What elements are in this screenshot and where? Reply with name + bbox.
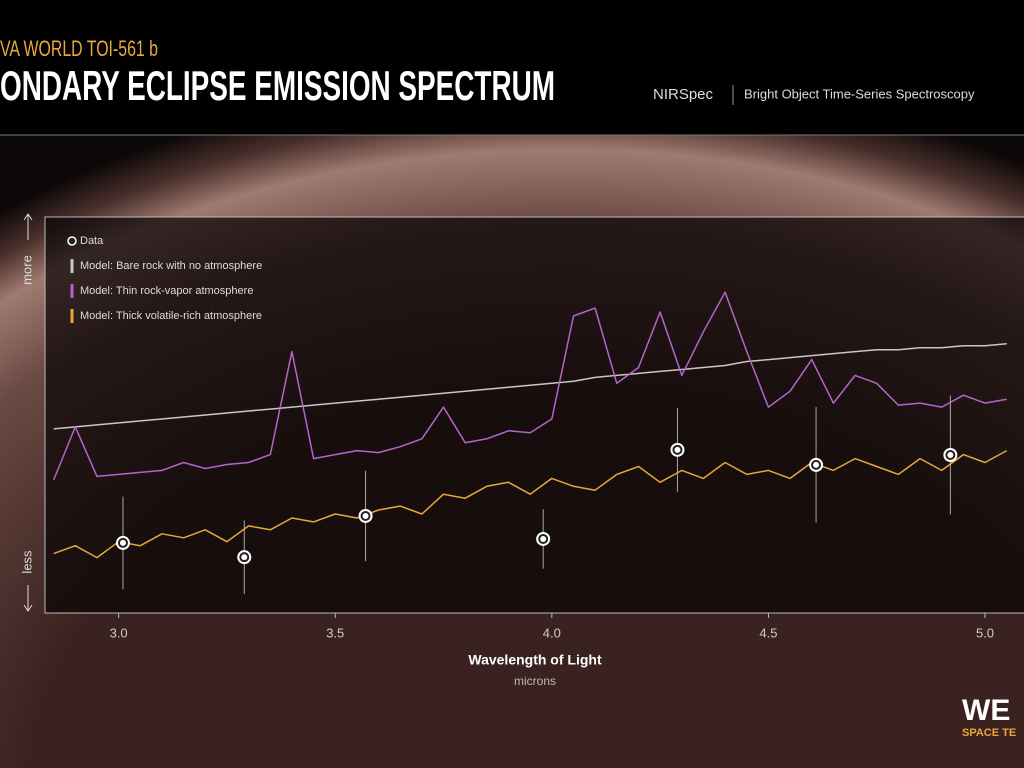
logo-subtext: SPACE TE [962,727,1016,739]
logo-text: WE [962,694,1010,727]
y-annotation: more [19,255,34,285]
x-axis-unit: microns [514,674,556,688]
legend-label: Model: Thick volatile-rich atmosphere [80,310,262,322]
data-point-core [813,461,820,468]
chart-title: ONDARY ECLIPSE EMISSION SPECTRUM [0,62,555,109]
data-point-core [674,446,681,453]
plot-area [44,216,1024,614]
instrument: NIRSpec [653,86,714,103]
mode: Bright Object Time-Series Spectroscopy [744,86,975,101]
x-tick-label: 3.0 [110,625,128,640]
supertitle: VA WORLD TOI-561 b [0,36,158,61]
legend-label: Model: Bare rock with no atmosphere [80,260,262,272]
x-tick-label: 5.0 [976,625,994,640]
model-line [53,449,1008,559]
header-band [0,0,1024,135]
data-point-core [119,539,126,546]
model-line [53,342,1007,430]
model-line [53,291,1007,481]
x-tick-label: 4.5 [759,625,777,640]
arrow-head [23,213,33,221]
data-point-core [540,535,547,542]
x-tick-label: 3.5 [326,625,344,640]
legend-marker [67,236,77,246]
y-annotation: less [19,550,34,574]
legend-label: Data [80,235,104,247]
x-tick-label: 4.0 [543,625,561,640]
data-point-core [362,512,369,519]
x-axis-label: Wavelength of Light [468,652,602,668]
legend-label: Model: Thin rock-vapor atmosphere [80,285,253,297]
arrow-head [23,604,33,612]
data-point-core [241,554,248,561]
data-point-core [947,451,954,458]
plot: 3.0 3.5 4.0 4.5 5.0 Data Model: Bare rock with… [53,235,1008,640]
